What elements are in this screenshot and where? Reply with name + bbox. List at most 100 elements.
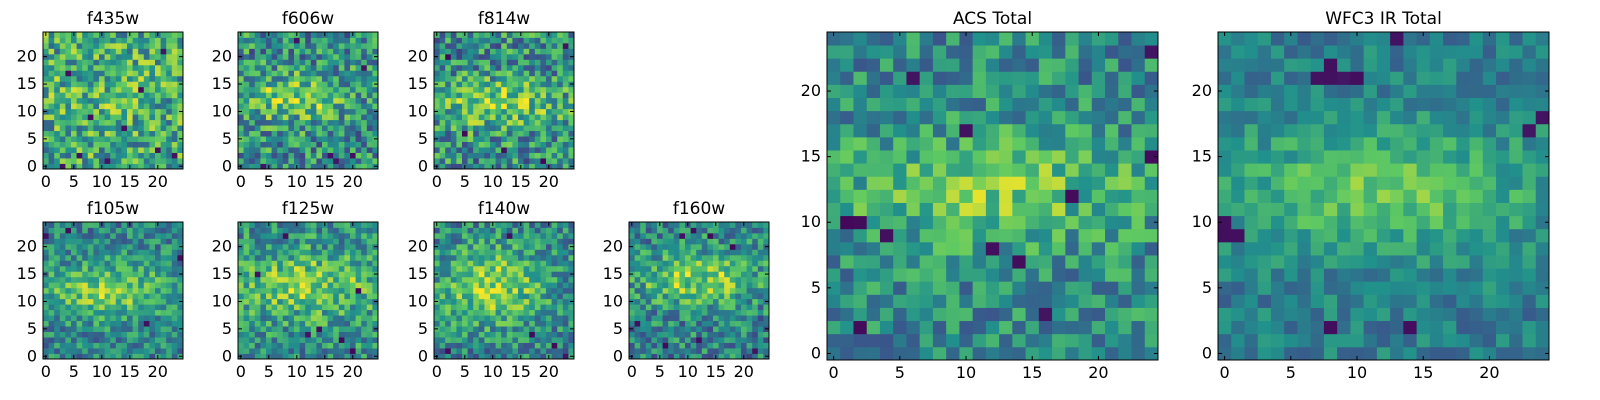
heatmap-cell (249, 238, 256, 245)
heatmap-cell (48, 276, 55, 283)
heatmap-cell (166, 287, 173, 294)
heatmap-cell (879, 150, 894, 164)
heatmap-cell (87, 114, 94, 121)
heatmap-cell (366, 337, 373, 343)
heatmap-cell (372, 238, 379, 245)
heatmap-cell (932, 241, 947, 256)
heatmap-cell (546, 337, 552, 343)
heatmap-cell (166, 108, 173, 115)
heatmap-cell (99, 298, 105, 305)
heatmap-cell (43, 70, 49, 77)
heatmap-cell (999, 320, 1013, 335)
heatmap-cell (679, 331, 686, 338)
heatmap-cell (366, 276, 373, 283)
heatmap-cell (155, 37, 161, 44)
heatmap-cell (110, 298, 117, 305)
heatmap-cell (76, 331, 83, 338)
heatmap-cell (355, 348, 362, 354)
heatmap-cell (338, 331, 345, 338)
heatmap-cell (729, 298, 736, 305)
heatmap-cell (143, 238, 150, 245)
heatmap-cell (866, 228, 881, 243)
heatmap-cell (65, 304, 72, 311)
heatmap-cell (149, 119, 156, 126)
heatmap-cell (445, 342, 452, 349)
heatmap-cell (518, 265, 524, 272)
heatmap-cell (439, 243, 446, 250)
heatmap-cell (534, 238, 541, 245)
heatmap-cell (879, 241, 894, 256)
heatmap-cell (512, 32, 519, 38)
heatmap-cell (919, 176, 934, 190)
heatmap-cell (243, 238, 250, 245)
heatmap-cell (757, 222, 764, 228)
heatmap-cell (166, 114, 173, 121)
heatmap-cell (445, 222, 452, 228)
heatmap-cell (48, 260, 55, 267)
heatmap-cell (350, 103, 356, 110)
heatmap-cell (366, 298, 373, 305)
heatmap-cell (104, 293, 111, 300)
heatmap-cell (827, 255, 841, 269)
heatmap-cell (551, 271, 558, 278)
heatmap-cell (1065, 176, 1079, 190)
heatmap-cell (121, 147, 128, 153)
heatmap-cell (434, 97, 440, 104)
heatmap-cell (355, 315, 362, 322)
heatmap-cell (1118, 163, 1132, 177)
heatmap-cell (355, 158, 362, 164)
heatmap-cell (490, 326, 496, 332)
heatmap-cell (985, 150, 1000, 164)
heatmap-cell (366, 103, 373, 110)
heatmap-cell (679, 265, 686, 272)
heatmap-cell (87, 108, 94, 115)
heatmap-cell (54, 92, 61, 99)
heatmap-cell (529, 353, 536, 360)
heatmap-cell (634, 260, 641, 267)
heatmap-cell (673, 309, 680, 316)
heatmap-cell (439, 232, 446, 239)
heatmap-cell (254, 125, 261, 132)
heatmap-cell (266, 59, 272, 66)
heatmap-cell (718, 243, 725, 250)
heatmap-cell (546, 287, 552, 294)
heatmap-cell (372, 103, 379, 110)
heatmap-cell (523, 86, 530, 93)
heatmap-cell (48, 227, 55, 234)
heatmap-cell (439, 353, 446, 360)
heatmap-cell (484, 265, 491, 272)
heatmap-cell (132, 37, 139, 44)
heatmap-cell (87, 86, 94, 93)
heatmap-cell (478, 75, 485, 82)
heatmap-cell (149, 243, 156, 250)
heatmap-cell (59, 75, 66, 82)
heatmap-cell (763, 315, 770, 322)
heatmap-cell (439, 32, 446, 38)
heatmap-cell (495, 53, 502, 60)
heatmap-cell (456, 130, 463, 137)
heatmap-cell (110, 70, 117, 77)
heatmap-cell (746, 293, 753, 300)
heatmap-cell (138, 254, 145, 261)
heatmap-cell (59, 136, 66, 142)
heatmap-cell (333, 103, 340, 110)
heatmap-cell (243, 331, 250, 338)
heatmap-cell (43, 254, 49, 261)
heatmap-cell (355, 337, 362, 343)
heatmap-cell (478, 103, 485, 110)
heatmap-cell (657, 249, 663, 256)
heatmap-cell (906, 255, 921, 269)
heatmap-cell (327, 249, 334, 256)
heatmap-cell (546, 114, 552, 121)
y-tick-label: 20 (603, 237, 623, 256)
heatmap-cell (718, 271, 725, 278)
heatmap-cell (439, 75, 446, 82)
heatmap-cell (254, 342, 261, 349)
heatmap-cell (149, 304, 156, 311)
heatmap-cell (138, 59, 145, 66)
heatmap-cell (523, 32, 530, 38)
heatmap-cell (467, 265, 474, 272)
heatmap-cell (1078, 320, 1093, 335)
heatmap-cell (752, 320, 759, 327)
